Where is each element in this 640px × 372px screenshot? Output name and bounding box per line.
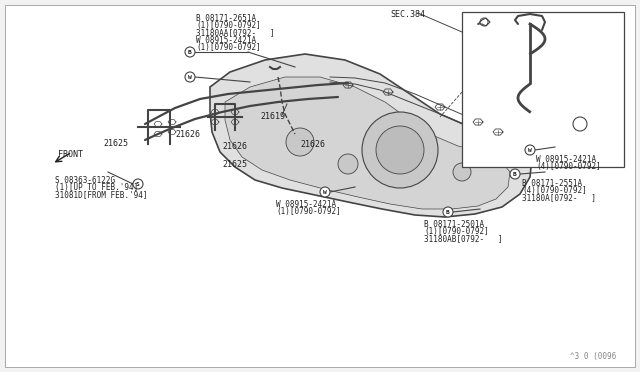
Text: (1)[UP TO FEB.'94]: (1)[UP TO FEB.'94] <box>55 183 138 192</box>
Text: B: B <box>188 49 192 55</box>
Text: S 08363-6122G: S 08363-6122G <box>55 176 115 185</box>
Text: W 08915-2421A: W 08915-2421A <box>196 36 256 45</box>
Text: SEC.384: SEC.384 <box>390 10 425 19</box>
Text: (1)[0790-0792]: (1)[0790-0792] <box>196 21 260 30</box>
Text: 21625: 21625 <box>222 160 247 169</box>
Text: 21626: 21626 <box>300 140 325 149</box>
Circle shape <box>453 163 471 181</box>
Text: 31180A[0792-   ]: 31180A[0792- ] <box>522 193 596 202</box>
Text: (1)[0790-0792]: (1)[0790-0792] <box>196 43 260 52</box>
Text: B: B <box>513 171 517 176</box>
Text: 21626: 21626 <box>175 130 200 139</box>
Text: B 08171-2551A: B 08171-2551A <box>522 179 582 188</box>
Circle shape <box>362 112 438 188</box>
Circle shape <box>320 187 330 197</box>
Text: W 08915-2421A: W 08915-2421A <box>276 200 336 209</box>
Circle shape <box>185 47 195 57</box>
Text: 31180AB[0792-   ]: 31180AB[0792- ] <box>424 234 502 243</box>
Text: B 08171-2501A: B 08171-2501A <box>424 220 484 229</box>
Text: 31180AA[0792-   ]: 31180AA[0792- ] <box>196 28 275 37</box>
Text: FRONT: FRONT <box>58 150 83 159</box>
Text: S: S <box>136 182 140 186</box>
Text: W: W <box>323 189 327 195</box>
Text: 21626: 21626 <box>222 142 247 151</box>
Polygon shape <box>210 54 532 217</box>
Text: (1)[0790-0792]: (1)[0790-0792] <box>424 227 489 236</box>
Polygon shape <box>225 77 510 209</box>
Circle shape <box>133 179 143 189</box>
Circle shape <box>525 145 535 155</box>
Circle shape <box>443 207 453 217</box>
Circle shape <box>376 126 424 174</box>
Text: (4)[0790-0792]: (4)[0790-0792] <box>522 186 587 195</box>
Circle shape <box>510 169 520 179</box>
Bar <box>462 12 624 167</box>
Text: 21625: 21625 <box>103 139 128 148</box>
Text: W: W <box>528 148 532 153</box>
Text: W 08915-2421A: W 08915-2421A <box>536 155 596 164</box>
Text: (1)[0790-0792]: (1)[0790-0792] <box>276 207 340 216</box>
Text: B 08171-2651A: B 08171-2651A <box>196 14 256 23</box>
Text: B: B <box>446 209 450 215</box>
Text: W: W <box>188 74 192 80</box>
Text: ^3 0 (0096: ^3 0 (0096 <box>570 352 616 361</box>
Circle shape <box>286 128 314 156</box>
Text: (4)[0790-0792]: (4)[0790-0792] <box>536 162 601 171</box>
Circle shape <box>338 154 358 174</box>
Text: 21619: 21619 <box>260 112 285 121</box>
Text: 31081D[FROM FEB.'94]: 31081D[FROM FEB.'94] <box>55 190 147 199</box>
Circle shape <box>185 72 195 82</box>
